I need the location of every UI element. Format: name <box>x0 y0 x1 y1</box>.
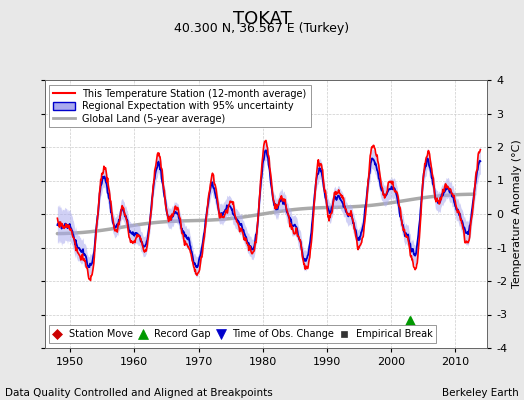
Y-axis label: Temperature Anomaly (°C): Temperature Anomaly (°C) <box>511 140 521 288</box>
Legend: Station Move, Record Gap, Time of Obs. Change, Empirical Break: Station Move, Record Gap, Time of Obs. C… <box>49 325 436 343</box>
Text: Berkeley Earth: Berkeley Earth <box>442 388 519 398</box>
Text: TOKAT: TOKAT <box>233 10 291 28</box>
Text: 40.300 N, 36.567 E (Turkey): 40.300 N, 36.567 E (Turkey) <box>174 22 350 35</box>
Text: Data Quality Controlled and Aligned at Breakpoints: Data Quality Controlled and Aligned at B… <box>5 388 273 398</box>
